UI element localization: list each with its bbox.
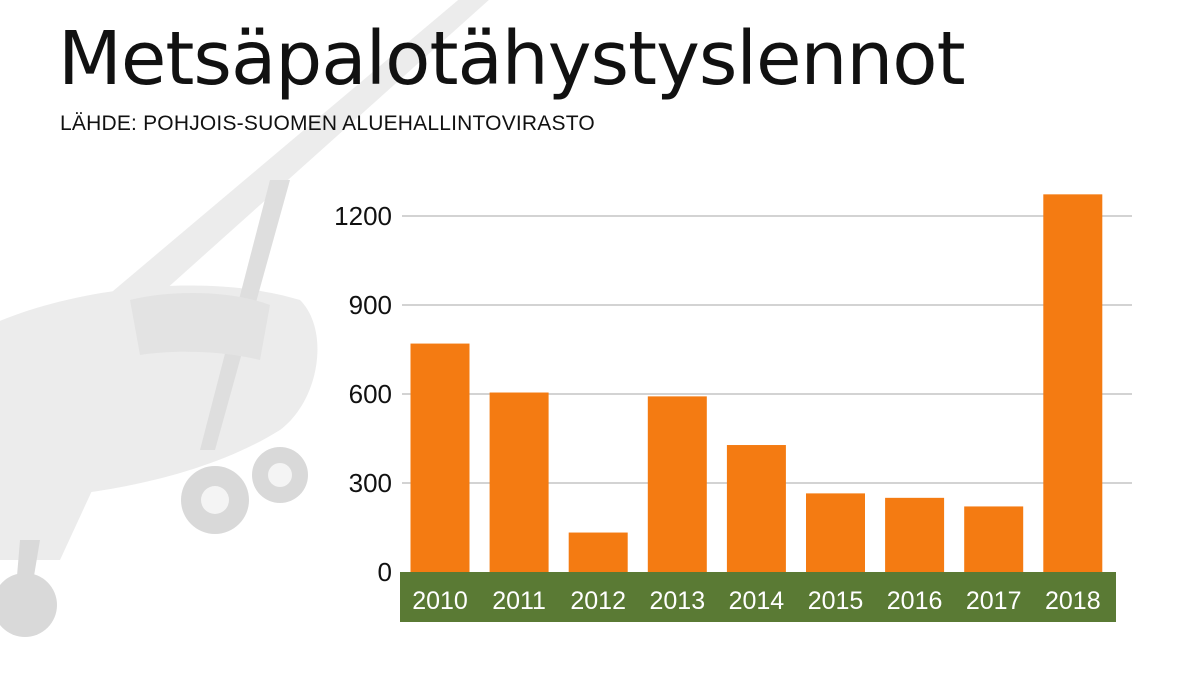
bar-2010 <box>410 343 470 572</box>
y-tick-label: 0 <box>378 557 392 587</box>
bar-2016 <box>885 497 945 572</box>
y-tick-label: 300 <box>349 468 392 498</box>
chart-source-subtitle: LÄHDE: POHJOIS-SUOMEN ALUEHALLINTOVIRAST… <box>60 112 595 135</box>
y-tick-label: 1200 <box>334 201 392 231</box>
y-tick-label: 900 <box>349 290 392 320</box>
x-category-label: 2015 <box>808 587 864 615</box>
category-band <box>400 572 1116 622</box>
x-category-label: 2018 <box>1045 587 1101 615</box>
bar-2018 <box>1043 194 1103 573</box>
bar-2012 <box>568 532 628 572</box>
x-category-label: 2017 <box>966 587 1022 615</box>
y-tick-label: 600 <box>349 379 392 409</box>
bars <box>410 194 1103 573</box>
y-axis-tick-labels: 0 300 600 900 1200 <box>334 201 392 587</box>
x-category-label: 2013 <box>649 587 705 615</box>
chart-title: Metsäpalotähystyslennot <box>58 16 966 102</box>
x-category-label: 2014 <box>729 587 785 615</box>
x-category-label: 2012 <box>570 587 626 615</box>
x-category-label: 2016 <box>887 587 943 615</box>
bar-2014 <box>726 445 786 572</box>
x-category-label: 2010 <box>412 587 468 615</box>
bar-2017 <box>964 506 1024 572</box>
bar-2015 <box>806 493 865 572</box>
bar-2013 <box>647 396 707 572</box>
bar-2011 <box>489 392 549 572</box>
x-axis-category-labels: 2010 2011 2012 2013 2014 2015 2016 2017 2018 <box>412 587 1100 615</box>
x-category-label: 2011 <box>492 587 546 615</box>
